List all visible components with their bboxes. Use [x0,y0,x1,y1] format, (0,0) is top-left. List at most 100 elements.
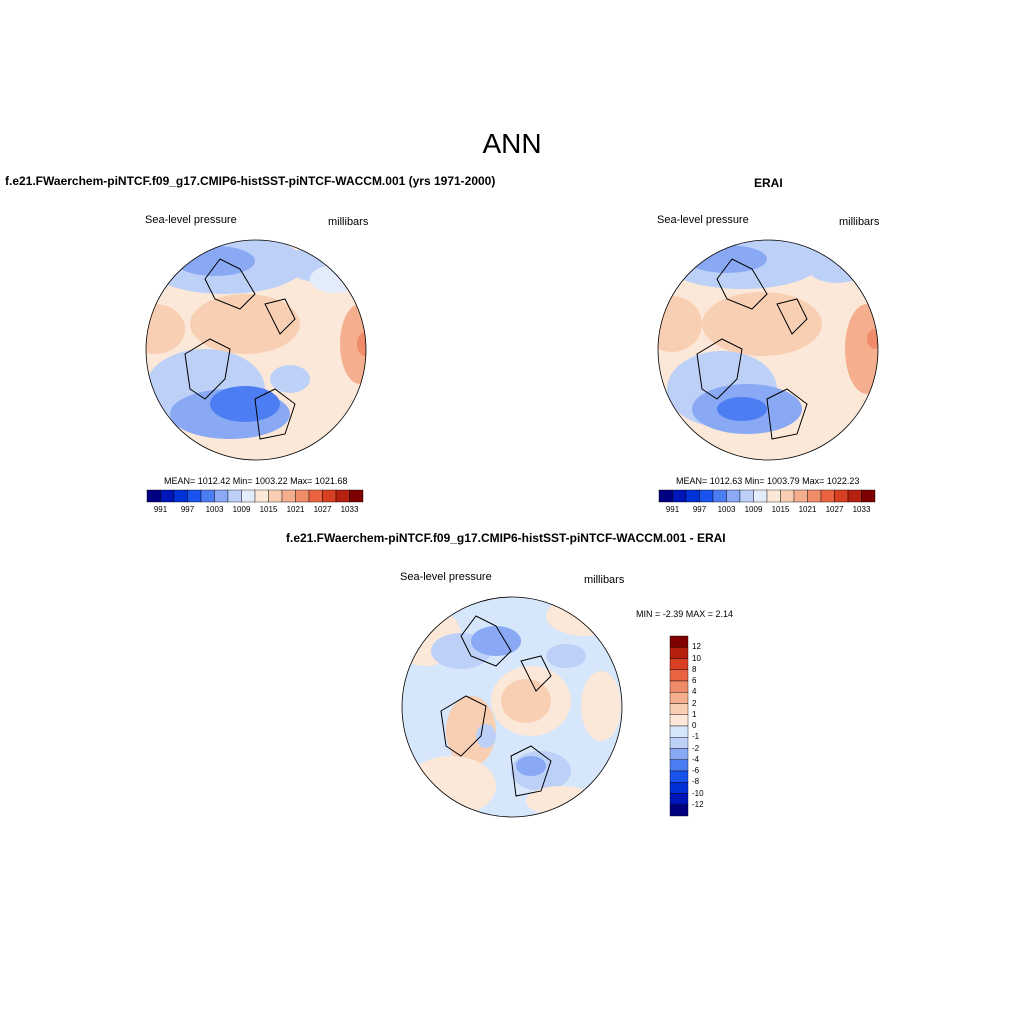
colorbar-tick-label: 10 [692,653,701,663]
colorbar-swatch [658,489,673,503]
colorbar-swatch [669,703,689,715]
colorbar-swatch [254,489,269,503]
colorbar-tick-label: -4 [692,754,700,764]
colorbar-swatch [173,489,188,503]
diff-variable-label: Sea-level pressure [400,571,492,583]
right-stats: MEAN= 1012.63 Min= 1003.79 Max= 1022.23 [676,476,860,486]
colorbar-swatch [669,804,689,817]
colorbar-swatch [753,489,768,503]
colorbar-tick-label: 1033 [340,505,359,514]
diff-units-label: millibars [584,574,625,586]
right-variable-label: Sea-level pressure [657,214,749,226]
colorbar-tick-label: -10 [692,788,704,798]
colorbar-swatch [669,680,689,693]
colorbar-swatch [349,489,364,503]
colorbar-swatch [669,635,689,648]
colorbar-tick-label: 4 [692,687,697,697]
colorbar-tick-label: 1003 [717,505,736,514]
colorbar-swatch [669,759,689,772]
right-polar-map [657,239,879,461]
colorbar-tick-label: 0 [692,721,697,730]
colorbar-swatch [766,489,781,503]
colorbar-swatch [780,489,795,503]
colorbar-tick-label: -6 [692,766,700,775]
diff-colorbar [669,635,689,817]
colorbar-tick-label: -2 [692,743,700,753]
colorbar-swatch [227,489,242,503]
colorbar-swatch [295,489,310,503]
colorbar-swatch [160,489,175,503]
left-colorbar [146,489,364,503]
colorbar-tick-label: 12 [692,642,701,652]
left-polar-map [145,239,367,461]
colorbar-swatch [834,489,849,503]
colorbar-swatch [669,782,689,794]
colorbar-swatch [685,489,700,503]
colorbar-swatch [308,489,323,503]
right-panel-title: ERAI [754,176,783,190]
colorbar-swatch [820,489,835,503]
colorbar-swatch [146,489,161,503]
colorbar-tick-label: 1021 [286,505,305,514]
right-colorbar-ticks: 991 997 1003 1009 1015 1021 1027 1033 [659,505,875,517]
colorbar-swatch [669,793,689,805]
right-colorbar [658,489,876,503]
colorbar-tick-label: 1009 [232,505,251,514]
colorbar-tick-label: 6 [692,676,697,685]
colorbar-swatch [726,489,741,503]
left-variable-label: Sea-level pressure [145,214,237,226]
diff-colorbar-ticks: 12 10 8 6 4 2 1 0 -1 -2 -4 -6 -8 -10 -12 [692,636,722,816]
colorbar-swatch [281,489,296,503]
colorbar-swatch [672,489,687,503]
colorbar-swatch [739,489,754,503]
colorbar-tick-label: -12 [692,799,704,809]
colorbar-tick-label: 1033 [852,505,871,514]
colorbar-tick-label: 1015 [771,505,790,514]
left-stats: MEAN= 1012.42 Min= 1003.22 Max= 1021.68 [164,476,348,486]
page-title: ANN [482,128,542,159]
colorbar-tick-label: 1 [692,709,697,719]
colorbar-tick-label: 1027 [825,505,844,514]
colorbar-swatch [187,489,202,503]
colorbar-swatch [669,658,689,670]
colorbar-tick-label: 1027 [313,505,332,514]
colorbar-swatch [847,489,862,503]
colorbar-tick-label: -1 [692,732,700,742]
colorbar-tick-label: 8 [692,664,697,674]
colorbar-swatch [669,725,689,738]
diff-panel-title: f.e21.FWaerchem-piNTCF.f09_g17.CMIP6-his… [286,531,726,545]
colorbar-tick-label: 997 [180,505,195,514]
colorbar-tick-label: 1015 [259,505,278,514]
colorbar-tick-label: 991 [153,505,168,514]
colorbar-tick-label: 1003 [205,505,224,514]
colorbar-swatch [669,647,689,659]
colorbar-tick-label: 997 [692,505,707,514]
colorbar-swatch [669,770,689,783]
colorbar-swatch [200,489,215,503]
colorbar-swatch [241,489,256,503]
colorbar-swatch [322,489,337,503]
left-units-label: millibars [328,216,369,228]
left-colorbar-ticks: 991 997 1003 1009 1015 1021 1027 1033 [147,505,363,517]
colorbar-swatch [669,692,689,704]
colorbar-swatch [712,489,727,503]
colorbar-swatch [807,489,822,503]
right-units-label: millibars [839,216,880,228]
colorbar-swatch [268,489,283,503]
colorbar-tick-label: -8 [692,777,700,787]
colorbar-swatch [669,737,689,749]
colorbar-swatch [699,489,714,503]
colorbar-swatch [669,669,689,682]
diff-stats: MIN = -2.39 MAX = 2.14 [636,609,734,619]
colorbar-swatch [669,714,689,727]
colorbar-swatch [335,489,350,503]
left-panel-title: f.e21.FWaerchem-piNTCF.f09_g17.CMIP6-his… [5,174,496,188]
colorbar-tick-label: 2 [692,698,697,708]
colorbar-tick-label: 991 [665,505,680,514]
colorbar-tick-label: 1021 [798,505,817,514]
colorbar-swatch [669,748,689,760]
diff-polar-map [401,596,623,818]
colorbar-swatch [861,489,876,503]
colorbar-tick-label: 1009 [744,505,763,514]
colorbar-swatch [214,489,229,503]
